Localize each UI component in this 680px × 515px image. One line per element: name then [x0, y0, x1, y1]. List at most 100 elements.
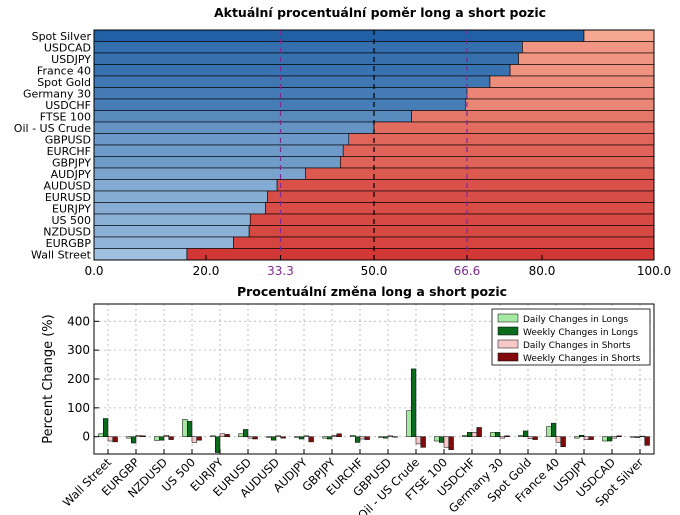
long-bar — [93, 64, 511, 77]
change-bar — [331, 435, 338, 437]
y-tick-label: 400 — [67, 314, 90, 328]
category-label: USDCAD — [44, 41, 91, 54]
short-bar — [305, 167, 655, 180]
change-bar — [630, 436, 636, 438]
change-bar — [611, 436, 618, 439]
change-y-axis-label: Percent Change (%) — [41, 314, 56, 443]
change-bar — [210, 435, 216, 437]
change-bar — [434, 436, 440, 442]
long-bar — [93, 98, 466, 111]
change-bar — [420, 436, 426, 448]
long-bar — [93, 156, 341, 169]
change-bar — [644, 436, 650, 446]
change-bar — [224, 434, 230, 437]
change-bar — [163, 435, 170, 437]
change-bar — [606, 436, 613, 442]
change-bar — [634, 436, 641, 438]
y-tick-label: 100 — [67, 401, 90, 415]
change-bar — [588, 436, 594, 440]
change-bar — [275, 435, 282, 437]
category-label: NZDUSD — [43, 225, 91, 238]
change-bar — [406, 410, 412, 437]
change-bars — [98, 368, 650, 453]
category-label: USDCHF — [45, 99, 91, 112]
change-bar — [382, 436, 389, 439]
change-bar — [490, 432, 496, 437]
short-bar — [186, 248, 655, 261]
long-bar — [93, 179, 278, 192]
category-label: France 40 — [37, 64, 91, 77]
long-bar — [93, 213, 251, 226]
x-tick-label: 66.6 — [454, 264, 481, 278]
change-bar — [350, 435, 356, 437]
change-bar — [616, 435, 622, 437]
change-bar — [555, 436, 562, 443]
change-bar — [322, 436, 328, 439]
change-bar — [499, 436, 506, 439]
long-bar — [93, 190, 268, 203]
change-bar — [546, 426, 552, 437]
legend-swatch — [497, 313, 519, 323]
category-label: Wall Street — [31, 248, 92, 261]
change-bar — [443, 436, 450, 448]
category-label: AUDUSD — [43, 179, 91, 192]
y-tick-label: 200 — [67, 372, 90, 386]
category-label: US 500 — [51, 214, 91, 227]
long-bar — [93, 248, 188, 261]
category-label: EURGBP — [46, 237, 92, 250]
change-bar — [326, 436, 333, 440]
short-bar — [411, 110, 655, 123]
reference-lines — [279, 30, 468, 260]
short-bar — [248, 225, 655, 238]
short-bar — [466, 87, 655, 100]
short-bar — [583, 29, 655, 42]
long-bar — [93, 202, 266, 215]
change-bar — [336, 433, 342, 437]
change-chart: Procentuální změna long a short pozic 0 1… — [41, 284, 655, 515]
change-bar — [639, 435, 646, 437]
x-tick-label: 50.0 — [361, 264, 388, 278]
short-bar — [233, 236, 655, 249]
change-bar — [191, 436, 198, 443]
ratio-bars — [93, 29, 655, 261]
change-bar — [154, 436, 160, 441]
change-bar — [354, 436, 361, 443]
ratio-chart: Aktuální procentuální poměr long a short… — [14, 5, 671, 278]
category-label: EURJPY — [52, 202, 91, 215]
change-bar — [359, 436, 366, 440]
change-bar — [303, 435, 310, 437]
category-label: AUDJPY — [51, 168, 92, 181]
change-bar — [308, 436, 314, 443]
change-y-ticks: 0 100 200 300 400 — [67, 314, 99, 444]
change-bar — [578, 435, 585, 437]
category-label: USDJPY — [51, 53, 91, 66]
short-bar — [489, 75, 655, 88]
change-bar — [247, 436, 254, 439]
change-bar — [415, 436, 422, 445]
short-bar — [267, 190, 655, 203]
category-label: Spot Silver — [32, 30, 92, 43]
change-bar — [387, 435, 394, 437]
y-tick-label: 0 — [82, 430, 90, 444]
change-bar — [518, 435, 524, 437]
long-bar — [93, 236, 234, 249]
change-bar — [583, 436, 590, 440]
change-bar — [252, 436, 258, 440]
short-bar — [276, 179, 655, 192]
change-bar — [466, 432, 473, 437]
change-bar — [135, 435, 142, 437]
legend-label: Weekly Changes in Longs — [523, 328, 638, 338]
change-bar — [168, 436, 174, 440]
short-bar — [249, 213, 655, 226]
short-bar — [464, 98, 655, 111]
change-bar — [560, 436, 566, 448]
short-bar — [373, 121, 655, 134]
ratio-x-ticks: 0.0 20.0 33.3 50.0 66.6 80.0 100.0 — [84, 255, 671, 278]
change-bar — [219, 433, 226, 437]
category-label: FTSE 100 — [40, 110, 91, 123]
short-bar — [522, 41, 655, 54]
x-tick-label: 20.0 — [193, 264, 220, 278]
change-bar — [266, 436, 272, 438]
